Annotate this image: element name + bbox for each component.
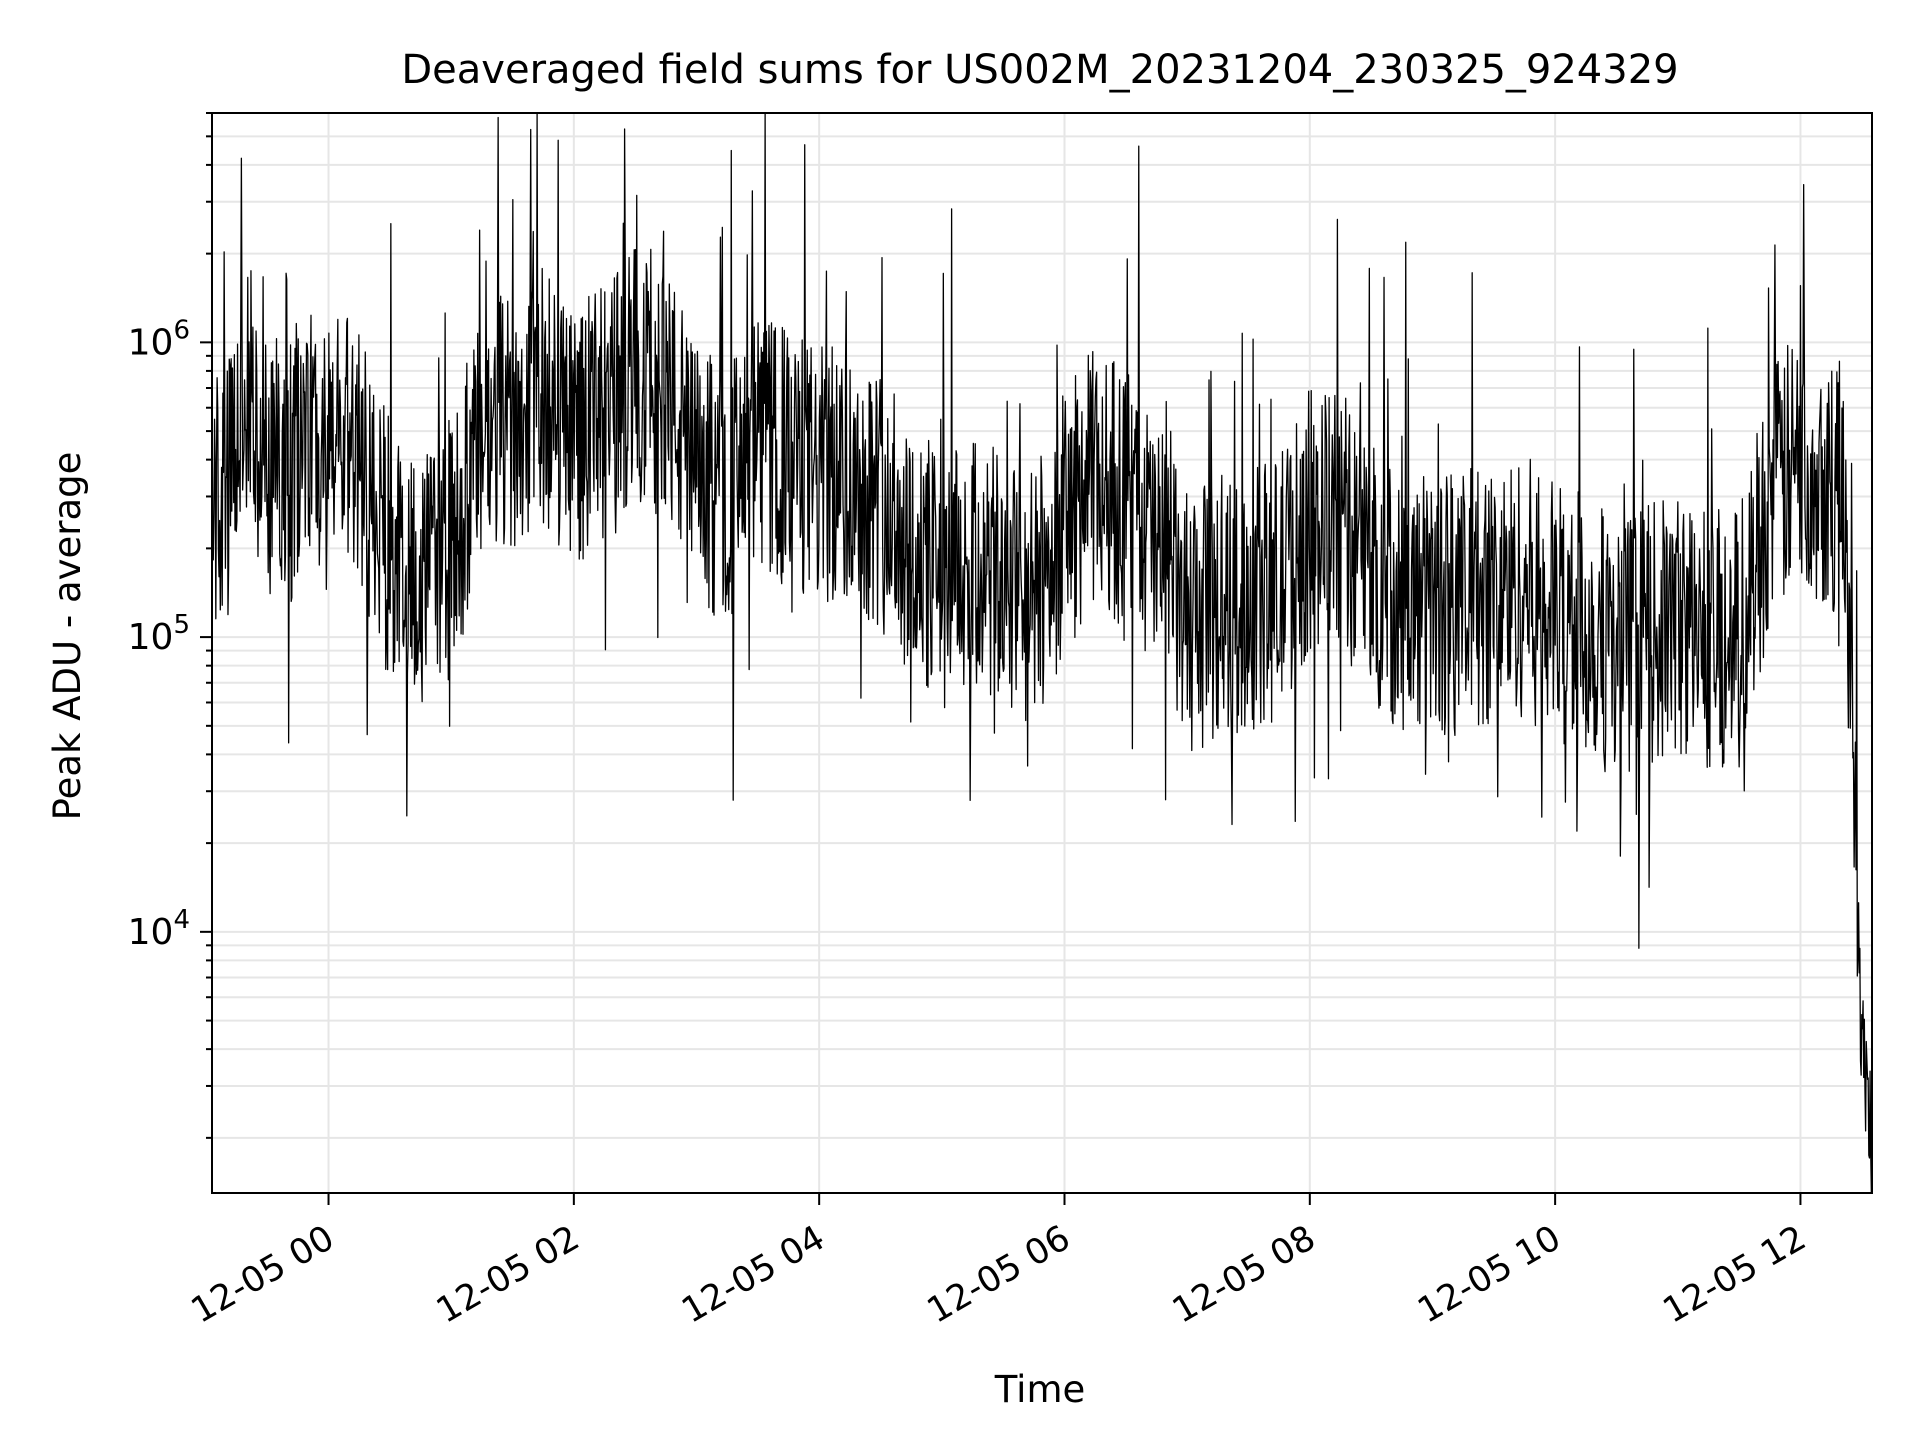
y-axis-label: Peak ADU - average [46, 452, 89, 821]
y-tick-label: 104 [128, 905, 190, 953]
y-tick-label: 106 [128, 315, 190, 363]
series-layer [211, 112, 1873, 1194]
y-tick-label: 105 [128, 610, 190, 658]
plot-frame [211, 112, 1873, 1194]
x-axis-label: Time [994, 1368, 1086, 1411]
chart-title: Deaveraged field sums for US002M_2023120… [401, 47, 1678, 93]
data-series-line [211, 112, 1873, 1194]
